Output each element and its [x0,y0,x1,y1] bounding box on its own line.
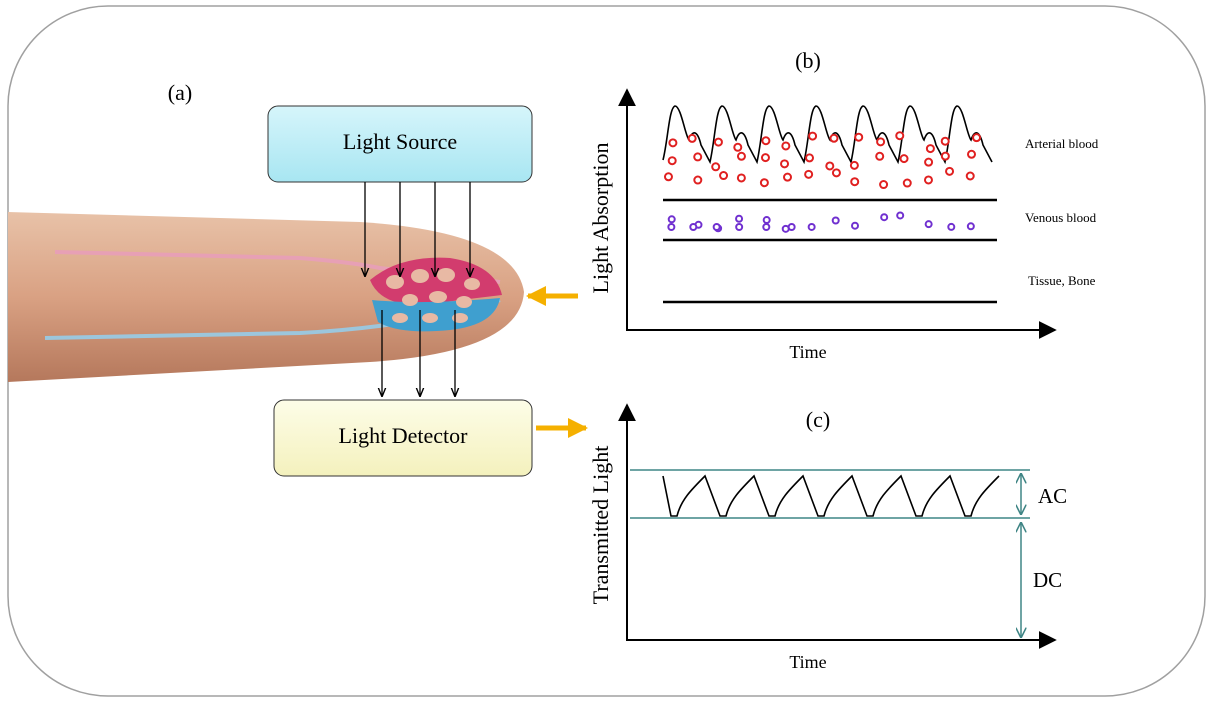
venous-cell [966,222,975,231]
venous-cell [762,216,771,225]
red-cell [849,160,859,170]
red-cell [711,162,721,172]
red-cell [663,172,673,182]
red-cell [713,137,723,147]
venous-cell [947,222,956,231]
venous-cell [807,222,816,231]
red-cell [760,153,770,163]
venous-cell [762,223,771,231]
venous-cell [712,223,721,231]
red-cell [829,133,839,143]
red-cell [719,171,729,181]
venous-cell [851,221,860,230]
detector-box [273,399,533,477]
source-label: Light Source [343,129,457,154]
y-axis-label: Transmitted Light [588,446,613,605]
layer-lines [663,198,997,304]
venous-cell [787,223,796,231]
red-cell [667,156,677,166]
x-axis-label: Time [789,652,826,672]
red-cell [899,154,909,164]
venous-cell [831,216,840,225]
vessel-holes [386,268,480,323]
red-cell [945,166,955,176]
red-cell [736,173,746,183]
red-cell [831,168,841,178]
red-cell [805,153,815,163]
red-cell [759,178,769,188]
red-cell [783,172,793,182]
red-cell [854,132,864,142]
venous-cell [667,215,676,224]
venous-cell [667,223,676,231]
layer-label: Arterial blood [1025,136,1099,151]
red-cell [940,136,950,146]
panel-label: (b) [795,48,821,73]
x-axis-label: Time [789,342,826,362]
red-cell [781,141,791,151]
level-lines [630,469,1030,519]
absorption-wave [662,105,993,165]
venous-cell [735,223,744,231]
red-cell [875,151,885,161]
red-cell [895,131,905,141]
y-axis-label: Light Absorption [588,143,613,294]
venous-cell [689,223,698,231]
red-cell [965,171,975,181]
detector-label: Light Detector [339,423,469,448]
artery [54,250,501,284]
venous-cell [924,220,933,229]
red-cell [804,169,814,179]
venous-cell [735,214,744,223]
red-cell [850,177,860,187]
dc-label: DC [1033,568,1062,592]
ac-label: AC [1038,484,1067,508]
red-cell [736,151,746,161]
red-cell [923,175,933,185]
panel-label: (c) [806,407,830,432]
red-cell [761,136,771,146]
red-cell [972,133,982,143]
red-cell [940,151,950,161]
red-cell [693,175,703,185]
red-cell [808,131,818,141]
venous-cell [880,213,889,222]
panel-label: (a) [168,80,192,105]
red-cell [902,178,912,188]
red-cell [668,138,678,148]
red-cell [825,161,835,171]
red-cell [687,133,697,143]
layer-label: Venous blood [1025,210,1097,225]
red-cell [693,152,703,162]
venous-cell [896,211,905,220]
red-cell [876,137,886,147]
red-cell [879,180,889,190]
incident-light [365,182,470,396]
red-cell [925,144,935,154]
layer-label: Tissue, Bone [1028,273,1096,288]
red-cell [924,157,934,167]
transmitted-wave [662,474,1000,517]
red-cell [733,142,743,152]
red-cell [967,149,977,159]
red-cell [780,159,790,169]
